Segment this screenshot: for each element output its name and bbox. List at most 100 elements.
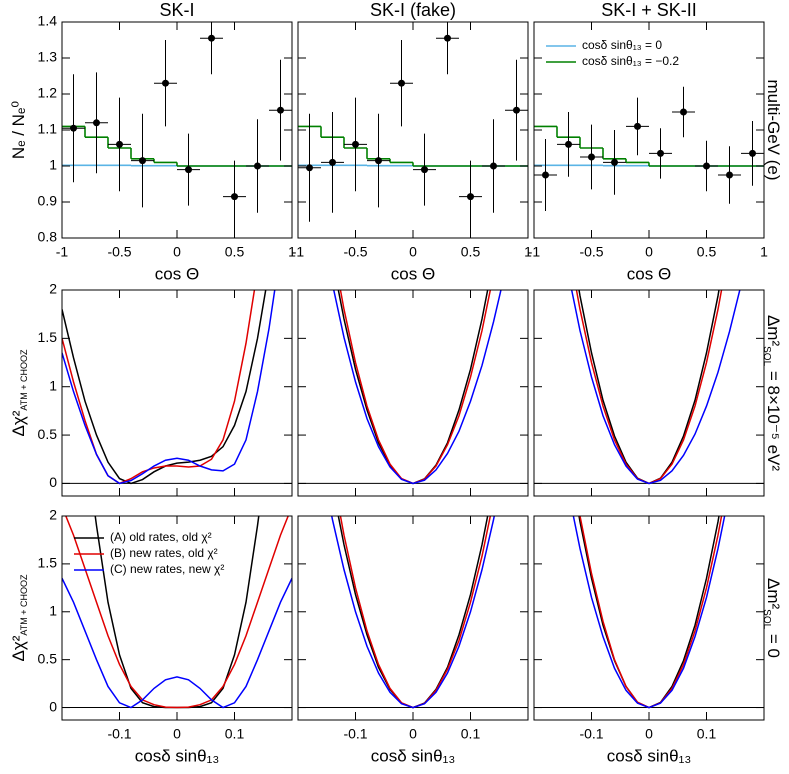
x-axis-label: cos Θ — [391, 264, 435, 283]
panel-plot — [62, 516, 292, 709]
x-tick-label: -1 — [528, 244, 541, 260]
legend-label: cosδ sinθ₁₃ = 0 — [582, 38, 662, 52]
curve — [332, 290, 502, 485]
panel-frame — [533, 21, 765, 239]
x-tick-label: 1 — [524, 244, 532, 260]
data-point — [565, 140, 572, 148]
y-tick-label: 1.5 — [38, 555, 58, 571]
data-point — [329, 158, 336, 166]
x-tick-label: 1 — [760, 244, 768, 260]
data-point — [375, 157, 382, 165]
x-tick-label: 0 — [645, 726, 653, 742]
x-tick-label: 0.1 — [461, 726, 481, 742]
x-tick-label: 0 — [645, 244, 653, 260]
side-label: multi-GeV (e) — [764, 79, 783, 180]
panel-plot — [534, 290, 764, 485]
x-axis-label: cos Θ — [627, 264, 671, 283]
y-axis-label-sub: ATM + CHOOZ — [19, 574, 29, 636]
x-tick-label: 0.5 — [225, 244, 245, 260]
x-tick-label: -1 — [56, 244, 69, 260]
panel-frame — [297, 515, 529, 721]
y-tick-label: 2 — [49, 507, 57, 523]
curve — [339, 290, 492, 485]
x-tick-label: 0 — [409, 244, 417, 260]
y-tick-label: 0.5 — [38, 426, 58, 442]
curve — [572, 516, 726, 709]
curve — [62, 290, 267, 485]
data-point — [421, 166, 428, 174]
curve — [330, 516, 496, 709]
y-axis-label: Δχ²ATM + CHOOZ — [9, 574, 29, 662]
y-tick-label: 1 — [49, 377, 57, 393]
panel-frame — [297, 21, 529, 239]
data-point — [467, 193, 474, 201]
y-tick-label: 0 — [49, 474, 57, 490]
data-point — [277, 106, 284, 114]
data-point — [185, 166, 192, 174]
y-tick-label: 1 — [49, 602, 57, 618]
y-axis-label-sub: ATM + CHOOZ — [19, 349, 29, 411]
x-axis-label: cosδ sinθ₁₃ — [135, 746, 220, 765]
panel-frame — [61, 515, 293, 721]
data-point — [398, 79, 405, 87]
data-point — [513, 106, 520, 114]
y-tick-label: 2 — [49, 281, 57, 297]
legend-label: (A) old rates, old χ² — [110, 530, 212, 544]
panel-frame — [297, 289, 529, 497]
curve — [62, 577, 292, 709]
curve — [578, 290, 720, 485]
data-point — [116, 140, 123, 148]
x-axis-label: cosδ sinθ₁₃ — [607, 746, 692, 765]
panel-plot — [62, 22, 292, 233]
x-tick-label: 0.5 — [461, 244, 481, 260]
x-tick-label: -0.1 — [107, 726, 131, 742]
data-point — [680, 108, 687, 116]
side-label-rest: = 8×10⁻⁵ eV² — [764, 366, 783, 471]
panel-frame — [533, 289, 765, 497]
curve — [65, 516, 289, 709]
curve — [575, 290, 723, 485]
data-point — [444, 34, 451, 42]
side-label-rest: = 0 — [764, 629, 783, 658]
panel-frame — [61, 21, 293, 239]
x-axis-label: cos Θ — [155, 264, 199, 283]
y-tick-label: 0 — [49, 698, 57, 714]
data-point — [634, 122, 641, 130]
y-tick-label: 1.1 — [38, 121, 58, 137]
panel-title: SK-I (fake) — [370, 0, 456, 20]
x-tick-label: 0.1 — [697, 726, 717, 742]
y-tick-label: 1.5 — [38, 329, 58, 345]
panel-plot — [534, 516, 764, 709]
panel-plot — [298, 22, 528, 233]
x-tick-label: 0.5 — [697, 244, 717, 260]
data-point — [588, 153, 595, 161]
x-tick-label: 0 — [409, 726, 417, 742]
x-tick-label: -0.1 — [579, 726, 603, 742]
y-tick-label: 1.4 — [38, 13, 58, 29]
data-point — [703, 162, 710, 170]
data-point — [352, 140, 359, 148]
curve — [94, 516, 260, 709]
curve — [337, 516, 489, 709]
y-tick-label: 1 — [49, 157, 57, 173]
panel-title: SK-I — [159, 0, 194, 20]
x-tick-label: 0.1 — [225, 726, 245, 742]
data-point — [749, 149, 756, 157]
y-axis-label: Δχ²ATM + CHOOZ — [9, 349, 29, 437]
side-label: Δm²SOL = 8×10⁻⁵ eV² — [761, 315, 782, 471]
side-label-sub: SOL — [761, 346, 772, 366]
data-point — [611, 158, 618, 166]
panel-title: SK-I + SK-II — [601, 0, 697, 20]
x-tick-label: 0 — [173, 244, 181, 260]
side-label-main: Δm² — [764, 578, 783, 610]
y-tick-label: 1.3 — [38, 49, 58, 65]
curve — [570, 290, 741, 485]
panel-frame — [61, 289, 293, 497]
panel-plot — [62, 290, 292, 485]
side-label: Δm²SOL = 0 — [761, 578, 782, 658]
side-label-main: Δm² — [764, 315, 783, 347]
data-point — [490, 162, 497, 170]
data-point — [139, 157, 146, 165]
x-tick-label: 1 — [288, 244, 296, 260]
legend-label: (C) new rates, new χ² — [110, 562, 224, 576]
